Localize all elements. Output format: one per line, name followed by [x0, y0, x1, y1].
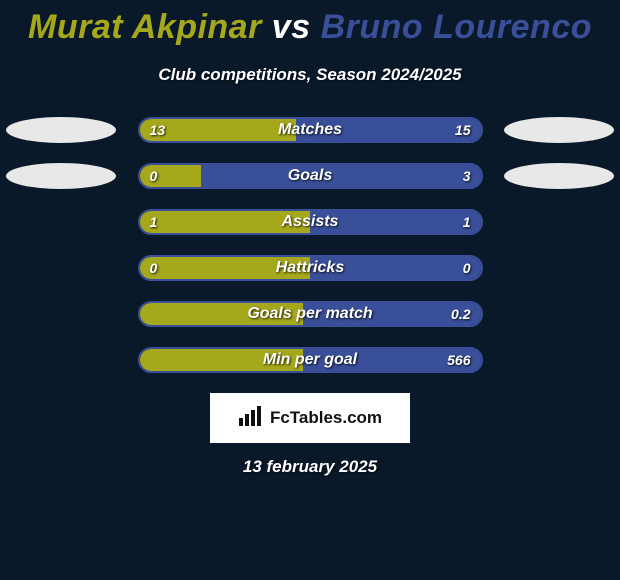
player1-value: 13 — [140, 119, 176, 141]
brand-box: FcTables.com — [210, 393, 410, 443]
stat-row: Hattricks0 0 — [0, 255, 620, 281]
player2-value: 0.2 — [441, 303, 480, 325]
player1-value: 1 — [140, 211, 168, 233]
stat-row: Matches13 15 — [0, 117, 620, 143]
player2-value: 1 — [453, 211, 481, 233]
stat-row: Goals per match0.2 — [0, 301, 620, 327]
player2-value: 3 — [453, 165, 481, 187]
player1-badge-ellipse — [6, 163, 116, 189]
player2-value: 15 — [445, 119, 481, 141]
stat-label: Goals — [140, 165, 481, 187]
stat-label: Min per goal — [140, 349, 481, 371]
player2-badge-ellipse — [504, 117, 614, 143]
stat-label: Matches — [140, 119, 481, 141]
comparison-title: Murat Akpinar vs Bruno Lourenco — [0, 0, 620, 47]
chart-icon — [238, 406, 264, 431]
stat-bar: Goals per match0.2 — [138, 301, 483, 327]
brand-text: FcTables.com — [270, 408, 382, 428]
stat-row: Assists1 1 — [0, 209, 620, 235]
player1-name: Murat Akpinar — [28, 8, 262, 46]
stat-row: Min per goal566 — [0, 347, 620, 373]
player2-name: Bruno Lourenco — [321, 8, 592, 46]
stat-label: Hattricks — [140, 257, 481, 279]
stat-bar: Assists1 1 — [138, 209, 483, 235]
comparison-chart: Matches1315Goals03Assists11Hattricks00Go… — [0, 117, 620, 373]
stat-label: Goals per match — [140, 303, 481, 325]
stat-bar: Hattricks0 0 — [138, 255, 483, 281]
player1-value: 0 — [140, 165, 168, 187]
vs-text: vs — [272, 8, 311, 46]
stat-row: Goals0 3 — [0, 163, 620, 189]
player1-badge-ellipse — [6, 117, 116, 143]
player2-value: 566 — [437, 349, 480, 371]
stat-bar: Goals0 3 — [138, 163, 483, 189]
stat-bar: Matches13 15 — [138, 117, 483, 143]
player2-value: 0 — [453, 257, 481, 279]
stat-bar: Min per goal566 — [138, 347, 483, 373]
player1-value: 0 — [140, 257, 168, 279]
stat-label: Assists — [140, 211, 481, 233]
subtitle: Club competitions, Season 2024/2025 — [0, 65, 620, 85]
player2-badge-ellipse — [504, 163, 614, 189]
date-text: 13 february 2025 — [0, 457, 620, 477]
